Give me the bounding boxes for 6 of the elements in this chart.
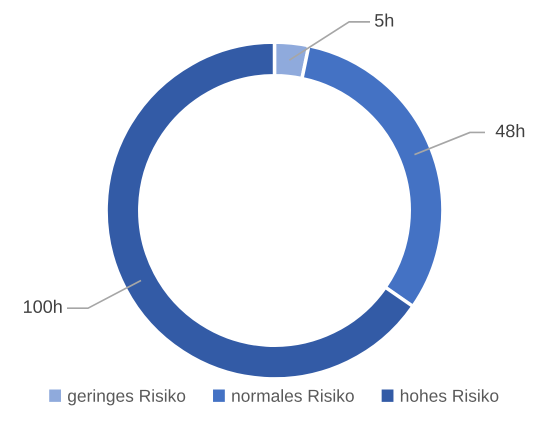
data-label: 48h (496, 124, 524, 138)
legend-label: hohes Risiko (400, 389, 498, 402)
legend-label: normales Risiko (232, 389, 354, 402)
legend-label: geringes Risiko (68, 389, 186, 406)
data-label: 100h (24, 300, 62, 314)
data-label: 5h (374, 13, 394, 27)
